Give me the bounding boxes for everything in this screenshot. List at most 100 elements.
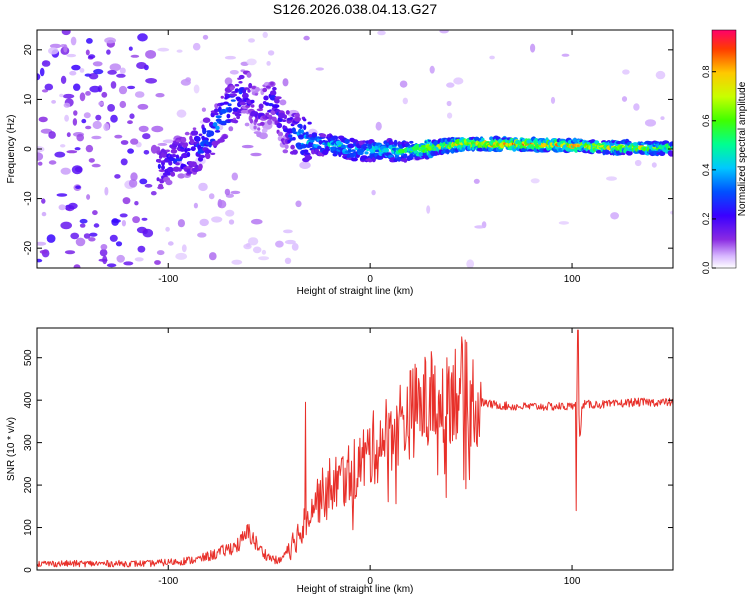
spectrogram-noise-cell	[115, 241, 123, 247]
spectrogram-noise-cell	[198, 182, 208, 192]
spectrogram-ridge-cell	[385, 147, 389, 153]
spectrogram-noise-cell	[299, 161, 311, 169]
spectrogram-ridge-cell	[254, 117, 258, 123]
spectrogram-noise-cell	[99, 248, 108, 257]
spectrogram-noise-cell	[197, 232, 207, 238]
spectrogram-heatmap	[37, 30, 673, 268]
spectrogram-ridge-cell	[186, 151, 191, 158]
spectrogram-ridge-cell	[318, 139, 323, 145]
snr-xtick-label: 100	[564, 576, 581, 587]
spectrogram-ridge-cell	[669, 141, 673, 147]
spectrogram-ridge-cell	[364, 151, 369, 155]
spectrogram-noise-cell	[375, 121, 382, 131]
spectrogram-noise-cell	[81, 118, 87, 124]
spectrogram-noise-cell	[145, 78, 158, 84]
spectrogram-ridge-cell	[242, 92, 249, 99]
spectrogram-noise-cell	[154, 260, 161, 265]
spectrogram-ridge-cell	[362, 140, 366, 143]
spectrogram-ridge-cell	[276, 122, 283, 129]
spectrogram-noise-cell	[127, 120, 133, 125]
spectrogram-noise-cell	[262, 31, 268, 38]
spectrogram-noise-cell	[41, 211, 47, 217]
spectrogram-noise-cell	[89, 232, 98, 237]
spectrogram-noise-cell	[284, 257, 292, 264]
spectrogram-noise-cell	[208, 193, 215, 200]
spectrogram-noise-cell	[85, 125, 92, 130]
spectrogram-noise-cell	[137, 245, 146, 253]
colorbar-tick-label: 0.4	[701, 164, 711, 177]
spectrogram-ridge-cell	[213, 112, 219, 116]
spectrogram-noise-cell	[291, 243, 299, 251]
snr-ytick-label: 200	[23, 476, 34, 493]
spectrogram-ridge-cell	[156, 177, 160, 182]
spectrogram-noise-cell	[41, 60, 51, 67]
spectrogram-noise-cell	[69, 70, 77, 76]
spectrogram-ridge-cell	[185, 148, 191, 152]
spectrogram-ridge-cell	[295, 112, 300, 119]
spectrogram-noise-cell	[247, 237, 259, 246]
spectrogram-ridge-cell	[220, 95, 224, 99]
spectrogram-ridge-cell	[427, 139, 432, 142]
spectrogram-noise-cell	[139, 178, 148, 185]
spectrogram-core-cell	[511, 142, 514, 146]
spectrogram-ridge-cell	[192, 127, 197, 131]
spectrogram-noise-cell	[110, 114, 118, 123]
spectrogram-noise-cell	[201, 107, 206, 112]
spectrogram-ridge-cell	[272, 104, 280, 109]
spectrogram-ridge-cell	[317, 145, 322, 150]
spectrogram-noise-cell	[377, 30, 386, 36]
spectrogram-noise-cell	[88, 73, 99, 80]
spectrogram-ridge-cell	[223, 101, 229, 105]
spectrogram-noise-cell	[88, 158, 95, 163]
spectrogram-ridge-cell	[419, 146, 428, 151]
spectrogram-noise-cell	[137, 103, 149, 110]
spectrogram-ridge-cell	[204, 149, 212, 154]
spectrogram-noise-cell	[252, 246, 262, 254]
spectrogram-noise-cell	[446, 100, 452, 107]
spectrogram-core-cell	[469, 142, 471, 146]
spectrogram-ridge-cell	[307, 121, 312, 125]
spectrogram-ridge-cell	[198, 163, 203, 170]
spectrogram-xtick-label: 0	[367, 274, 373, 285]
spectrogram-noise-cell	[75, 237, 86, 247]
spectrogram-noise-cell	[79, 92, 86, 102]
spectrogram-noise-cell	[63, 102, 71, 108]
spectrogram-ridge-cell	[274, 98, 280, 104]
spectrogram-noise-cell	[71, 64, 81, 71]
spectrogram-noise-cell	[142, 133, 151, 140]
spectrogram-noise-cell	[73, 264, 81, 268]
colorbar-ticks: 0.0 0.2 0.4 0.6 0.8	[701, 65, 716, 274]
spectrogram-ridge-cell	[409, 153, 414, 159]
spectrogram-ridge-cell	[170, 146, 177, 150]
spectrogram-ridge-cell	[198, 154, 206, 159]
spectrogram-ridge-cell	[167, 167, 174, 173]
spectrogram-noise-cell	[102, 255, 108, 265]
snr-series-line	[37, 329, 673, 568]
spectrogram-noise-cell	[175, 252, 188, 260]
spectrogram-ridge-cell	[177, 173, 185, 179]
spectrogram-noise-cell	[123, 261, 134, 266]
spectrogram-noise-cell	[130, 172, 138, 182]
spectrogram-ridge-cell	[158, 183, 164, 189]
spectrogram-noise-cell	[558, 221, 570, 225]
spectrogram-ridge-cell	[283, 114, 287, 120]
spectrogram-noise-cell	[244, 122, 250, 127]
spectrogram-core-cell	[527, 142, 529, 146]
spectrogram-noise-cell	[49, 43, 62, 49]
spectrogram-ridge-cell	[256, 108, 264, 112]
spectrogram-noise-cell	[59, 93, 64, 98]
spectrogram-ridge-cell	[184, 131, 190, 136]
spectrogram-noise-cell	[79, 218, 88, 224]
spectrogram-noise-cell	[622, 69, 630, 75]
spectrogram-ridge-cell	[157, 163, 161, 170]
spectrogram-noise-cell	[92, 61, 103, 67]
spectrogram-ridge-cell	[340, 144, 347, 150]
spectrogram-noise-cell	[489, 55, 495, 60]
spectrogram-ridge-cell	[248, 82, 253, 89]
spectrogram-ridge-cell	[389, 141, 395, 146]
spectrogram-ridge-cell	[366, 148, 370, 152]
spectrogram-ylabel: Frequency (Hz)	[6, 115, 17, 184]
spectrogram-noise-cell	[402, 97, 408, 105]
spectrogram-ridge-cell	[605, 150, 610, 155]
